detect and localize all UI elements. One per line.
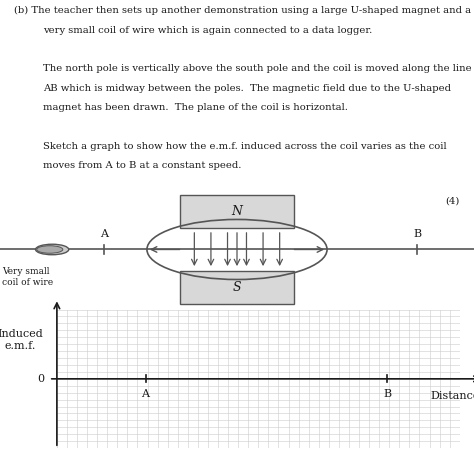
Text: AB which is midway between the poles.  The magnetic field due to the U-shaped: AB which is midway between the poles. Th… [43, 84, 451, 92]
Bar [180, 195, 294, 228]
Text: 0: 0 [37, 374, 45, 384]
Text: A: A [100, 229, 108, 239]
Bar [180, 270, 294, 304]
Text: moves from A to B at a constant speed.: moves from A to B at a constant speed. [43, 161, 241, 170]
Text: Sketch a graph to show how the e.m.f. induced across the coil varies as the coil: Sketch a graph to show how the e.m.f. in… [43, 141, 447, 151]
Text: very small coil of wire which is again connected to a data logger.: very small coil of wire which is again c… [43, 25, 372, 35]
Ellipse shape [36, 244, 69, 255]
Text: B: B [413, 229, 421, 239]
Text: The north pole is vertically above the south pole and the coil is moved along th: The north pole is vertically above the s… [43, 64, 471, 73]
Text: A: A [142, 389, 149, 399]
Text: B: B [383, 389, 392, 399]
Text: (4): (4) [446, 197, 460, 206]
Ellipse shape [37, 246, 63, 253]
Text: Distance: Distance [430, 391, 474, 401]
Text: Induced
e.m.f.: Induced e.m.f. [0, 329, 44, 351]
Text: magnet has been drawn.  The plane of the coil is horizontal.: magnet has been drawn. The plane of the … [43, 103, 347, 112]
Text: S: S [233, 280, 241, 293]
Text: Very small
coil of wire: Very small coil of wire [2, 267, 54, 287]
Text: (b) The teacher then sets up another demonstration using a large U-shaped magnet: (b) The teacher then sets up another dem… [14, 6, 471, 15]
Text: N: N [231, 206, 243, 219]
